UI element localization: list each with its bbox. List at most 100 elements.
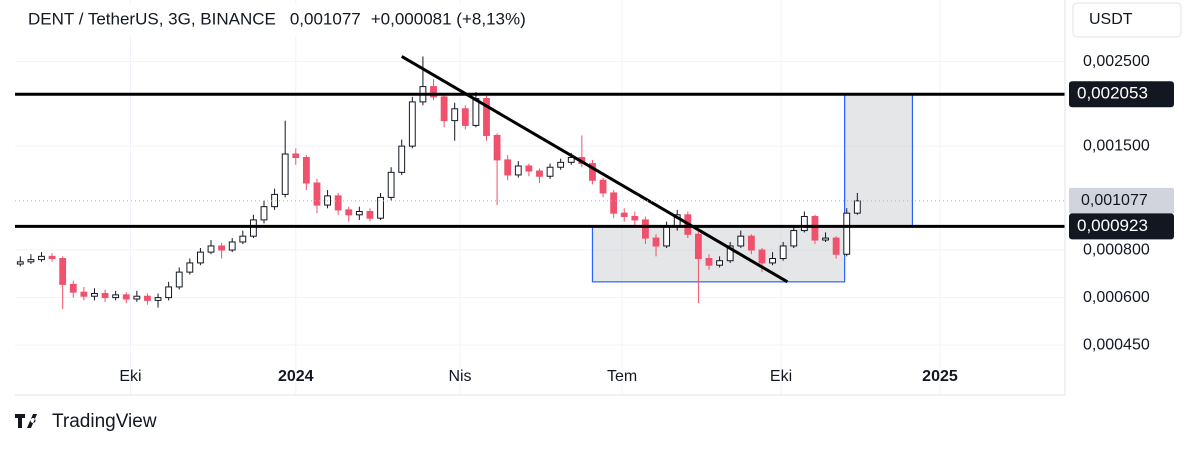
candle-body [144, 295, 151, 301]
level-label: 0,002053 [1077, 84, 1148, 103]
candle-body [567, 157, 575, 163]
candle-body [101, 293, 109, 299]
brand-logo: TradingView [15, 411, 157, 432]
candle-body [451, 108, 459, 122]
candle-body [610, 192, 618, 214]
candle-body [705, 258, 713, 266]
candle-body [631, 215, 639, 221]
y-tick-label: 0,001500 [1083, 137, 1150, 154]
candle-body [504, 159, 512, 176]
candle-body [239, 235, 247, 243]
legend-bg [0, 4, 600, 36]
candle-body [91, 293, 98, 297]
x-tick-label: Eki [119, 368, 141, 385]
candle-body [536, 170, 543, 177]
candle-body [133, 295, 141, 300]
candle-body [165, 286, 173, 299]
range-box [591, 225, 846, 283]
candle-body [377, 196, 384, 219]
candle-body [345, 209, 353, 216]
last-price-tag [1069, 187, 1174, 214]
candle-body [260, 206, 268, 221]
candle-body [175, 271, 183, 288]
candle-body [80, 291, 88, 297]
candle-body [112, 294, 120, 299]
candle-body [271, 193, 278, 208]
price-readout: 0,001077 [290, 9, 361, 28]
candle-body [387, 171, 395, 198]
y-tick-label: 0,000600 [1083, 289, 1150, 306]
candle-body [302, 157, 310, 184]
candle-body [461, 108, 469, 126]
x-tick-label: Tem [607, 368, 637, 385]
candle-body [249, 219, 257, 237]
candle-body [440, 96, 448, 122]
candle-body [599, 179, 607, 194]
box-layer [591, 93, 914, 283]
candle-body [716, 260, 724, 266]
candle-body [207, 245, 215, 253]
y-tick-label: 0,000800 [1083, 241, 1150, 258]
candle-body [27, 259, 35, 263]
level-tag [1069, 213, 1174, 240]
candle-body [355, 211, 363, 216]
candle-body [546, 166, 554, 177]
candle-body [800, 215, 808, 232]
candle-body [398, 145, 406, 173]
candle-body [334, 195, 342, 211]
candle-body [186, 262, 194, 273]
x-tick-label: 2025 [922, 368, 958, 385]
candle-body [313, 182, 321, 206]
candle-body [197, 251, 204, 264]
candle-body [122, 294, 130, 300]
x-tick-label: 2024 [278, 368, 314, 385]
candle-body [366, 211, 374, 219]
candle-body [737, 235, 745, 247]
candle-body [218, 245, 226, 251]
candle-body [292, 153, 300, 159]
candle-body [16, 261, 24, 265]
axis-layer: 0,002500 0,001500 0,000800 0,000600 0,000450… [119, 53, 1174, 385]
candle-body [769, 258, 776, 264]
brand-name: TradingView [52, 411, 157, 432]
grid-layer [15, 0, 1065, 395]
candle-body [48, 255, 56, 260]
candle-body [779, 245, 787, 260]
level-label: 0,000923 [1077, 216, 1148, 235]
candle-body [822, 237, 829, 241]
candle-body [69, 283, 77, 293]
candle-body [747, 235, 755, 251]
candle-body [843, 212, 851, 255]
unit-box[interactable] [1072, 2, 1182, 38]
x-tick-label: Nis [448, 368, 471, 385]
brand-icon [15, 414, 37, 428]
x-tick-label: Eki [770, 368, 792, 385]
candle-body [811, 215, 819, 241]
y-tick-label: 0,002500 [1083, 53, 1150, 70]
candle-body [726, 245, 734, 262]
candle-layer [16, 56, 861, 310]
candle-body [408, 101, 416, 147]
y-axis-unit[interactable]: USDT [1089, 11, 1133, 28]
candle-body [853, 200, 861, 214]
candle-body [281, 153, 289, 195]
candle-body [652, 237, 660, 247]
candle-body [228, 241, 236, 251]
candle-body [694, 233, 702, 260]
change-readout: +0,000081 (+8,13%) [371, 9, 526, 28]
candle-body [493, 134, 501, 161]
candle-body [430, 86, 437, 98]
candle-body [758, 249, 766, 264]
candle-body [59, 258, 67, 285]
candle-body [525, 165, 533, 172]
candle-body [663, 226, 671, 247]
candle-body [790, 230, 798, 247]
candle-body [832, 237, 840, 255]
y-tick-label: 0,000450 [1083, 336, 1150, 353]
chart-title: DENT / TetherUS, 3G, BINANCE [28, 9, 276, 28]
last-price-label: 0,001077 [1081, 192, 1148, 209]
level-tag [1069, 81, 1174, 108]
line-layer [15, 55, 1065, 284]
candle-body [589, 163, 596, 181]
candle-body [483, 98, 490, 136]
